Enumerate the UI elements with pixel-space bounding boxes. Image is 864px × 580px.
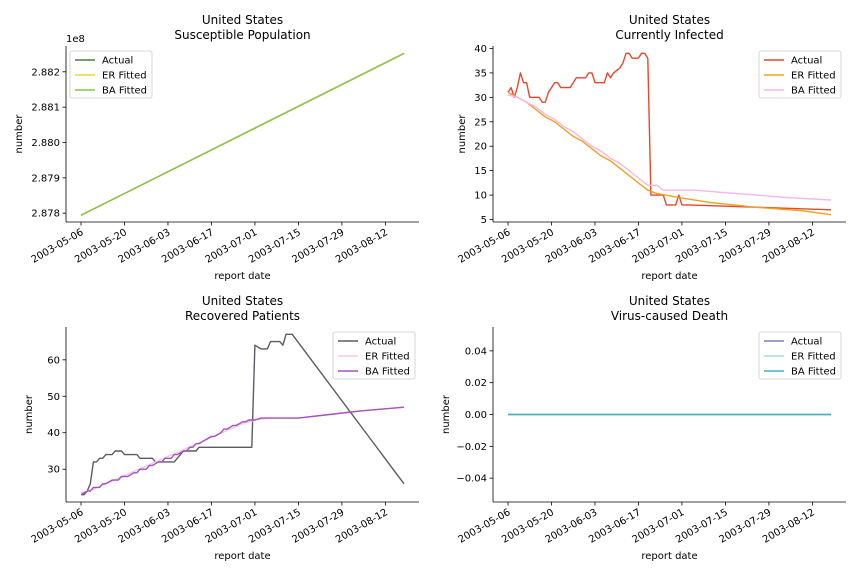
legend-label: BA Fitted [365, 367, 410, 378]
legend-label: ER Fitted [102, 71, 147, 82]
series-line-actual [81, 333, 405, 496]
series-line-ba-fitted [507, 94, 832, 201]
y-tick-label: 50 [47, 392, 60, 403]
legend-label: Actual [791, 337, 822, 348]
series-line-ba-fitted [80, 52, 405, 216]
y-tick-label: −0.04 [456, 474, 487, 485]
y-tick-label: 30 [474, 93, 487, 104]
y-axis-label: number [14, 114, 25, 154]
chart-title: United States [202, 294, 283, 308]
legend-box [758, 50, 842, 99]
y-tick-label: 20 [474, 142, 487, 153]
legend: Actual ER Fitted BA Fitted [332, 331, 416, 380]
y-tick-label: 0.02 [465, 378, 487, 389]
legend: Actual ER Fitted BA Fitted [758, 50, 842, 99]
x-axis-label: report date [214, 271, 270, 282]
y-tick-label: 40 [47, 428, 60, 439]
y-offset-text: 1e8 [66, 34, 85, 45]
legend-label: ER Fitted [365, 352, 410, 363]
legend-label: BA Fitted [791, 367, 836, 378]
y-tick-label: 15 [474, 166, 487, 177]
chart-title: United States [202, 13, 283, 27]
legend-label: BA Fitted [791, 86, 836, 97]
y-tick-label: 0.04 [465, 346, 487, 357]
legend-label: Actual [365, 337, 396, 348]
chart-subtitle: Virus-caused Death [611, 309, 728, 323]
legend: Actual ER Fitted BA Fitted [69, 50, 153, 99]
legend-label: Actual [102, 56, 133, 67]
y-tick-label: 2.881 [31, 103, 60, 114]
chart-subtitle: Recovered Patients [185, 309, 300, 323]
series-line-ba-fitted [80, 406, 405, 496]
y-tick-label: 2.882 [31, 67, 60, 78]
y-tick-label: 2.879 [31, 173, 60, 184]
y-axis-label: number [24, 394, 35, 434]
series-line-actual [507, 52, 832, 211]
legend-label: BA Fitted [102, 86, 147, 97]
y-tick-label: 0.00 [465, 410, 487, 421]
series-line-er-fitted [507, 91, 832, 216]
x-axis-label: report date [641, 551, 697, 562]
y-tick-label: 60 [47, 355, 60, 366]
chart-subtitle: Susceptible Population [174, 28, 310, 42]
chart-subtitle: Currently Infected [615, 28, 723, 42]
legend-label: Actual [791, 56, 822, 67]
y-tick-label: 40 [474, 44, 487, 55]
y-tick-label: 35 [474, 68, 487, 79]
y-tick-label: 5 [481, 215, 487, 226]
legend-box [69, 50, 153, 99]
legend: Actual ER Fitted BA Fitted [758, 331, 842, 380]
y-axis-label: number [457, 114, 468, 154]
y-tick-label: 30 [47, 465, 60, 476]
legend-box [332, 331, 416, 380]
y-tick-label: 2.880 [31, 138, 60, 149]
y-tick-label: −0.02 [456, 442, 487, 453]
y-tick-label: 2.878 [31, 209, 60, 220]
x-axis-label: report date [214, 551, 270, 562]
legend-box [758, 331, 842, 380]
y-tick-label: 10 [474, 191, 487, 202]
y-axis-label: number [441, 394, 452, 434]
chart-title: United States [629, 13, 710, 27]
legend-label: ER Fitted [791, 71, 836, 82]
x-axis-label: report date [641, 271, 697, 282]
chart-title: United States [629, 294, 710, 308]
y-tick-label: 25 [474, 117, 487, 128]
legend-label: ER Fitted [791, 352, 836, 363]
